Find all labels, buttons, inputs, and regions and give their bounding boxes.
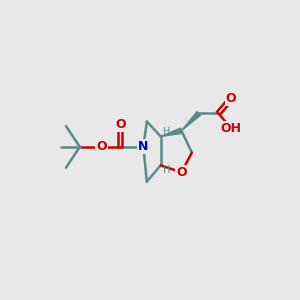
Text: O: O [115,118,126,131]
Text: N: N [138,140,148,153]
Text: O: O [97,140,107,153]
Text: O: O [226,92,236,105]
Polygon shape [182,112,201,131]
Polygon shape [161,128,182,136]
Text: O: O [176,166,187,179]
Text: H: H [163,165,170,176]
Text: OH: OH [220,122,242,135]
Text: H: H [163,127,170,137]
